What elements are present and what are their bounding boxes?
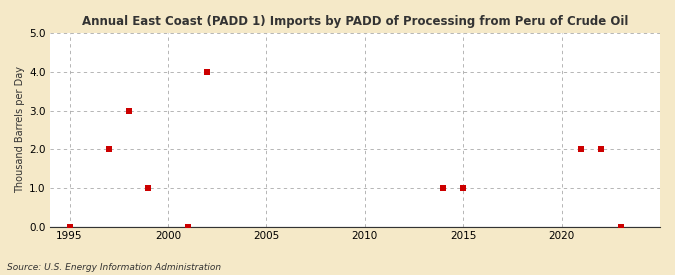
Point bbox=[123, 108, 134, 113]
Point bbox=[182, 224, 193, 229]
Point bbox=[576, 147, 587, 152]
Point bbox=[103, 147, 114, 152]
Y-axis label: Thousand Barrels per Day: Thousand Barrels per Day bbox=[15, 67, 25, 193]
Text: Source: U.S. Energy Information Administration: Source: U.S. Energy Information Administ… bbox=[7, 263, 221, 272]
Point bbox=[202, 70, 213, 74]
Point bbox=[438, 186, 449, 190]
Point bbox=[64, 224, 75, 229]
Point bbox=[595, 147, 606, 152]
Point bbox=[458, 186, 468, 190]
Point bbox=[143, 186, 154, 190]
Point bbox=[615, 224, 626, 229]
Title: Annual East Coast (PADD 1) Imports by PADD of Processing from Peru of Crude Oil: Annual East Coast (PADD 1) Imports by PA… bbox=[82, 15, 628, 28]
